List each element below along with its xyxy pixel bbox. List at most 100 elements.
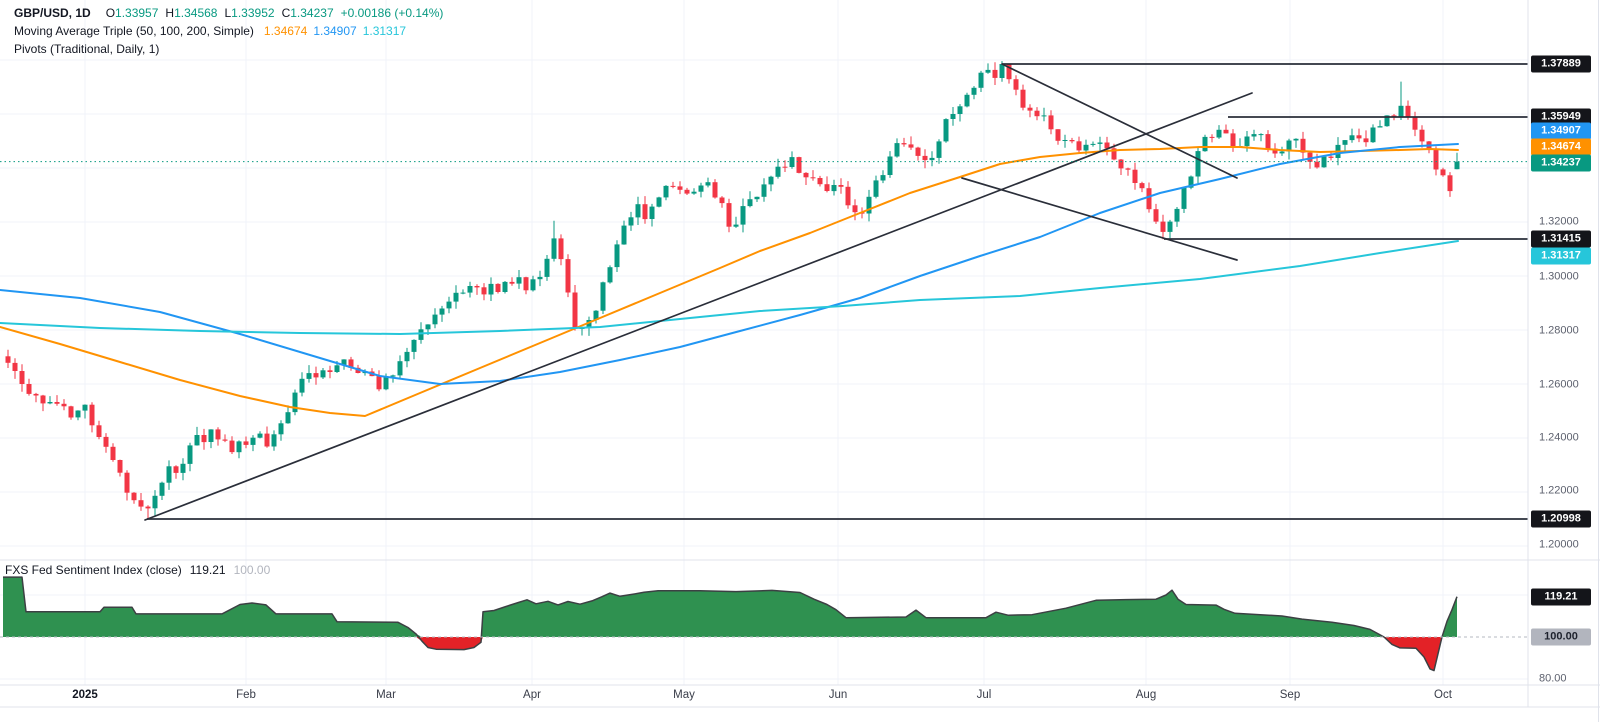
ascending-support-trendline[interactable]	[144, 92, 1253, 521]
candle-body	[1405, 105, 1411, 118]
candle-body	[803, 172, 809, 178]
time-tick-label: Mar	[376, 689, 396, 701]
time-tick-label: Apr	[523, 689, 541, 701]
candle-body	[747, 199, 753, 207]
candle-body	[502, 281, 508, 292]
descending-resistance-1-trendline[interactable]	[1001, 63, 1238, 179]
candle-body	[1195, 151, 1201, 177]
candle-body	[1412, 117, 1418, 130]
candle-body	[215, 429, 221, 440]
low-label: L	[224, 6, 232, 20]
candle-body	[593, 310, 599, 320]
candle-body	[1419, 129, 1425, 142]
pivots-indicator-title[interactable]: Pivots (Traditional, Daily, 1)	[14, 42, 160, 56]
candle-body	[75, 410, 81, 418]
sentiment-line[interactable]	[3, 576, 1458, 672]
candle-body	[159, 482, 165, 496]
candle-body	[908, 144, 914, 148]
candle-body	[1300, 138, 1306, 153]
time-tick-label: 2025	[72, 689, 98, 701]
candle-body	[887, 156, 893, 175]
main-legend: GBP/USD, 1D O1.33957 H1.34568 L1.33952 C1.34…	[14, 4, 443, 58]
pivot-level-badge: 1.20998	[1531, 510, 1591, 528]
candle-body	[236, 441, 242, 453]
time-tick-label: May	[673, 689, 695, 701]
symbol-title[interactable]: GBP/USD, 1D	[14, 6, 91, 20]
candle-body	[1314, 161, 1320, 168]
candle-body	[726, 203, 732, 227]
sentiment-area-positive	[3, 577, 1457, 637]
descending-resistance-2-trendline[interactable]	[961, 177, 1238, 261]
candle-body	[1041, 115, 1047, 117]
sentiment-legend: FXS Fed Sentiment Index (close) 119.21 100…	[5, 563, 270, 577]
sma50-value: 1.34674	[263, 24, 308, 38]
candle-body	[222, 439, 228, 441]
candle-body	[1272, 148, 1278, 154]
candle-body	[509, 281, 515, 284]
candle-body	[117, 460, 123, 473]
candle-body	[1356, 135, 1362, 139]
candle-body	[1118, 159, 1124, 169]
time-tick-label: Jun	[828, 689, 848, 701]
sma100-line[interactable]	[0, 143, 1459, 385]
candle-body	[145, 506, 151, 509]
last-price-badge: 1.34237	[1531, 154, 1591, 172]
candle-body	[474, 286, 480, 288]
candle-body	[544, 258, 550, 277]
candle-body	[1454, 161, 1460, 170]
candle-body	[1230, 133, 1236, 147]
candle-body	[1125, 168, 1131, 170]
candle-body	[1447, 175, 1453, 192]
candle-body	[1279, 151, 1285, 154]
candle-body	[1027, 107, 1033, 111]
candle-body	[1328, 156, 1334, 158]
candle-body	[1251, 134, 1257, 137]
candle-body	[733, 224, 739, 227]
time-tick-label: Aug	[1135, 689, 1157, 701]
candle-body	[670, 185, 676, 187]
ma-indicator-title[interactable]: Moving Average Triple (50, 100, 200, Sim…	[14, 24, 254, 38]
high-label: H	[165, 6, 175, 20]
candle-body	[61, 403, 67, 407]
candle-body	[166, 466, 172, 483]
candle-body	[1048, 115, 1054, 130]
sma200-line[interactable]	[0, 240, 1459, 335]
candle-body	[516, 277, 522, 284]
candle-body	[1174, 208, 1180, 222]
candle-body	[1020, 89, 1026, 108]
candle-body	[691, 191, 697, 194]
sma100-price-badge: 1.34907	[1531, 122, 1591, 140]
candle-body	[635, 204, 641, 218]
candle-body	[495, 283, 501, 292]
candle-body	[460, 292, 466, 294]
time-tick-label: Jul	[976, 689, 992, 701]
symbol-row: GBP/USD, 1D O1.33957 H1.34568 L1.33952 C1.34…	[14, 4, 443, 22]
candle-body	[1223, 129, 1229, 134]
time-tick-label: Feb	[236, 689, 256, 701]
sma50-line[interactable]	[0, 146, 1459, 417]
candle-body	[1132, 169, 1138, 183]
candle-body	[33, 393, 39, 396]
candle-body	[712, 182, 718, 198]
candle-body	[663, 185, 669, 198]
candle-body	[642, 204, 648, 220]
candle-body	[796, 157, 802, 173]
candle-body	[915, 147, 921, 156]
sentiment-indicator-title[interactable]: FXS Fed Sentiment Index (close)	[5, 563, 182, 577]
candle-body	[467, 286, 473, 293]
candle-body	[537, 276, 543, 280]
candle-body	[299, 378, 305, 393]
candle-body	[957, 106, 963, 114]
candle-body	[684, 189, 690, 194]
candle-body	[82, 404, 88, 411]
candle-body	[124, 472, 130, 493]
candle-body	[943, 119, 949, 142]
candle-body	[1062, 140, 1068, 141]
candle-body	[810, 177, 816, 179]
drawings	[144, 63, 1528, 521]
candle-body	[1398, 105, 1404, 118]
candle-body	[1258, 134, 1264, 136]
candle-body	[1307, 152, 1313, 162]
